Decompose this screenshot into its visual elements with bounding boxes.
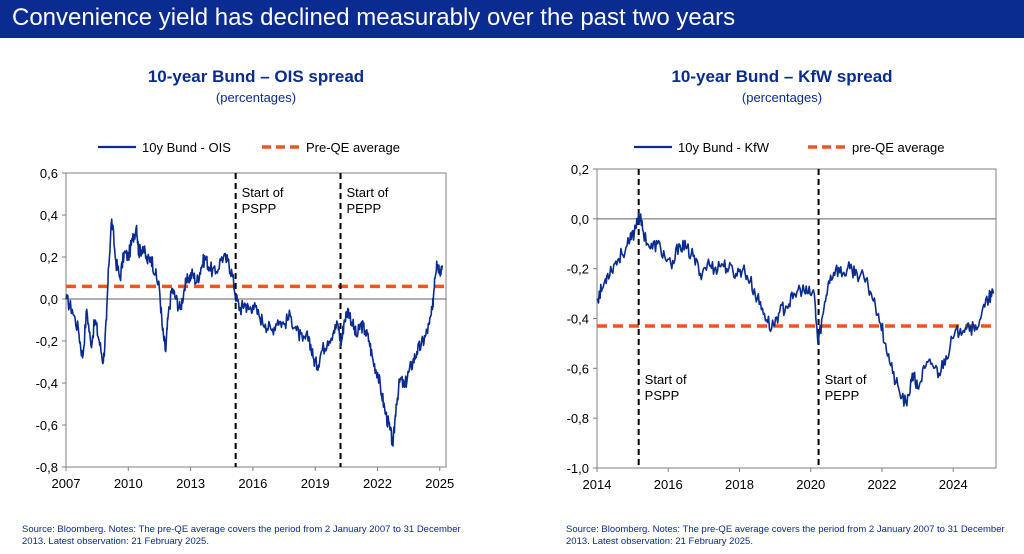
ois-series-line — [65, 218, 444, 447]
ois-x-tick-label: 2010 — [114, 476, 143, 491]
ois-x-tick-label: 2016 — [238, 476, 267, 491]
kfw-legend-label-average: pre-QE average — [852, 140, 945, 155]
source-note-left: Source: Bloomberg. Notes: The pre-QE ave… — [22, 524, 461, 547]
kfw-plot-frame — [596, 168, 997, 469]
ois-x-tick-label: 2025 — [425, 476, 454, 491]
chart-bund-ois: 10-year Bund – OIS spread (percentages) 10… — [36, 67, 455, 491]
ois-event-label-line: PSPP — [242, 201, 277, 216]
kfw-y-tick-label: -0,8 — [567, 411, 589, 426]
ois-plot-frame — [65, 172, 447, 468]
kfw-y-tick-label: -1,0 — [567, 461, 589, 476]
kfw-x-tick-label: 2018 — [725, 477, 754, 492]
ois-event-label-line: PEPP — [347, 201, 382, 216]
kfw-y-tick-label: 0,2 — [571, 162, 589, 177]
ois-chart-title: 10-year Bund – OIS spread — [148, 67, 364, 86]
ois-legend-label-average: Pre-QE average — [306, 140, 400, 155]
kfw-x-tick-label: 2016 — [654, 477, 683, 492]
kfw-event-label-1: Start of PEPP — [825, 372, 867, 403]
ois-event-label-line: Start of — [347, 185, 389, 200]
ois-event-label-0: Start of PSPP — [242, 185, 284, 216]
ois-event-label-line: Start of — [242, 185, 284, 200]
kfw-y-tick-label: -0,4 — [567, 312, 589, 327]
ois-x-tick-label: 2013 — [176, 476, 205, 491]
ois-x-tick-label: 2007 — [52, 476, 81, 491]
ois-x-tick-label: 2022 — [363, 476, 392, 491]
ois-legend-label-series: 10y Bund - OIS — [142, 140, 231, 155]
ois-y-tick-label: -0,8 — [36, 460, 58, 475]
ois-y-tick-label: 0,4 — [40, 208, 58, 223]
kfw-y-tick-label: -0,6 — [567, 361, 589, 376]
kfw-event-label-line: Start of — [645, 372, 687, 387]
kfw-x-tick-label: 2024 — [939, 477, 968, 492]
kfw-legend-label-series: 10y Bund - KfW — [678, 140, 770, 155]
page-title: Convenience yield has declined measurabl… — [12, 4, 736, 31]
ois-y-tick-label: 0,6 — [40, 166, 58, 181]
kfw-chart-title: 10-year Bund – KfW spread — [671, 67, 892, 86]
kfw-y-tick-label: 0,0 — [571, 212, 589, 227]
kfw-event-label-line: PEPP — [825, 388, 860, 403]
ois-y-tick-label: -0,4 — [36, 376, 58, 391]
page-banner: Convenience yield has declined measurabl… — [0, 0, 1024, 38]
ois-y-tick-label: 0,0 — [40, 292, 58, 307]
kfw-event-label-line: Start of — [825, 372, 867, 387]
ois-chart-subtitle: (percentages) — [216, 90, 296, 105]
kfw-x-tick-label: 2020 — [796, 477, 825, 492]
ois-y-tick-label: -0,2 — [36, 334, 58, 349]
ois-y-tick-label: 0,2 — [40, 250, 58, 265]
kfw-series-line — [596, 213, 995, 407]
source-note-right: Source: Bloomberg. Notes: The pre-QE ave… — [566, 524, 1005, 547]
ois-event-label-1: Start of PEPP — [347, 185, 389, 216]
kfw-chart-subtitle: (percentages) — [742, 90, 822, 105]
kfw-x-tick-label: 2014 — [583, 477, 612, 492]
ois-y-tick-label: -0,6 — [36, 418, 58, 433]
kfw-x-tick-label: 2022 — [868, 477, 897, 492]
kfw-y-tick-label: -0,2 — [567, 262, 589, 277]
kfw-event-label-line: PSPP — [645, 388, 680, 403]
ois-x-tick-label: 2019 — [301, 476, 330, 491]
kfw-event-label-0: Start of PSPP — [645, 372, 687, 403]
